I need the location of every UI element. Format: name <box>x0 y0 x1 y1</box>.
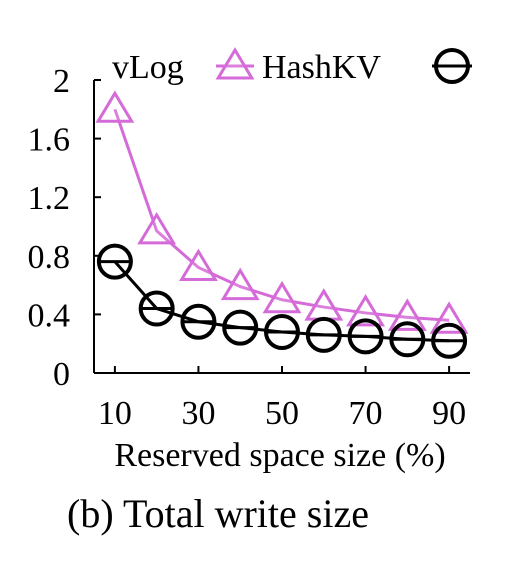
data-point-hashkv <box>347 318 384 355</box>
x-tick-label: 30 <box>181 395 215 432</box>
y-tick-label: 0.4 <box>28 297 71 334</box>
y-tick-label: 1.2 <box>28 180 71 217</box>
legend-label-hashkv: HashKV <box>262 49 381 86</box>
data-point-vlog <box>346 294 386 327</box>
data-point-hashkv <box>96 243 133 280</box>
legend: vLog HashKV <box>112 47 472 86</box>
data-point-hashkv <box>389 321 426 358</box>
legend-marker-vlog <box>215 47 255 80</box>
data-point-vlog <box>178 248 218 282</box>
data-point-vlog <box>220 267 260 301</box>
x-axis-label: Reserved space size (%) <box>114 437 445 474</box>
y-tick-label: 0.8 <box>28 239 71 276</box>
x-ticks: 10 30 50 70 90 <box>98 366 466 432</box>
data-point-hashkv <box>180 303 217 340</box>
data-point-hashkv <box>264 313 300 350</box>
x-tick-label: 50 <box>265 395 299 432</box>
data-point-hashkv <box>431 322 468 359</box>
data-point-vlog <box>387 298 427 331</box>
x-tick-label: 90 <box>432 395 466 432</box>
data-point-vlog <box>262 280 302 314</box>
series-hashkv <box>96 243 468 359</box>
y-tick-label: 0 <box>53 356 70 393</box>
data-point-hashkv <box>138 290 175 327</box>
series-layer <box>95 90 469 359</box>
data-point-vlog <box>137 211 177 245</box>
y-ticks: 0 0.4 0.8 1.2 1.6 2 <box>28 63 101 393</box>
x-tick-label: 70 <box>349 395 383 432</box>
x-tick-label: 10 <box>98 395 132 432</box>
data-point-hashkv <box>222 309 259 346</box>
y-tick-label: 1.6 <box>28 122 71 159</box>
chart-caption: (b) Total write size <box>67 491 369 536</box>
y-tick-label: 2 <box>53 63 70 100</box>
legend-marker-hashkv <box>434 48 470 84</box>
legend-label-vlog: vLog <box>112 49 184 86</box>
series-vlog <box>95 90 469 334</box>
data-point-hashkv <box>305 316 342 353</box>
data-point-vlog <box>95 90 135 123</box>
